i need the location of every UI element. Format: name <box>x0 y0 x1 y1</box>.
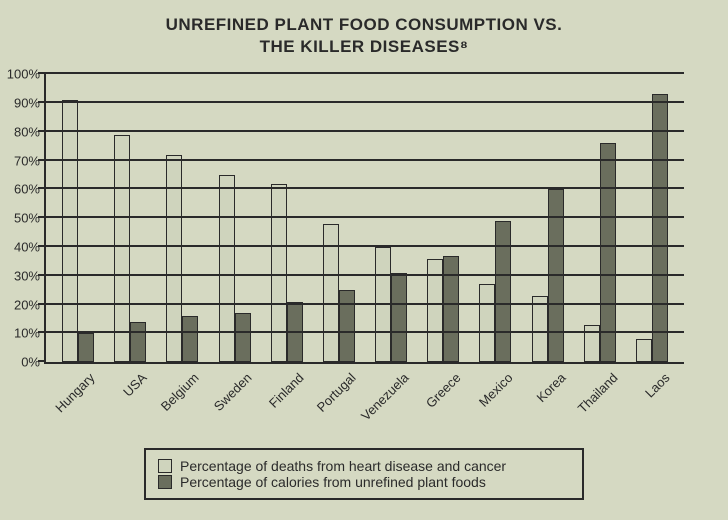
x-axis-label: Sweden <box>210 370 254 414</box>
gridline <box>46 245 684 247</box>
x-axis-label: Mexico <box>476 370 516 410</box>
bar-group <box>417 74 469 362</box>
bar <box>130 322 146 362</box>
bar-group <box>313 74 365 362</box>
bar <box>235 313 251 362</box>
x-label-slot: Venezuela <box>364 364 416 444</box>
bar-group <box>209 74 261 362</box>
bar <box>652 94 668 362</box>
chart-container: UNREFINED PLANT FOOD CONSUMPTION VS. THE… <box>0 0 728 520</box>
y-axis-label: 90% <box>14 96 46 111</box>
legend-swatch-1 <box>158 459 172 473</box>
y-axis-label: 80% <box>14 124 46 139</box>
x-axis-label: Venezuela <box>358 370 412 424</box>
legend-label-1: Percentage of deaths from heart disease … <box>180 458 506 474</box>
y-axis-label: 60% <box>14 182 46 197</box>
x-label-slot: Finland <box>259 364 311 444</box>
bar-group <box>104 74 156 362</box>
bar <box>532 296 548 362</box>
x-label-slot: Korea <box>521 364 573 444</box>
bar <box>339 290 355 362</box>
y-axis-label: 10% <box>14 326 46 341</box>
x-label-slot: Belgium <box>155 364 207 444</box>
plot-area: 0%10%20%30%40%50%60%70%80%90%100% <box>44 74 684 364</box>
bar <box>600 143 616 362</box>
legend-label-2: Percentage of calories from unrefined pl… <box>180 474 486 490</box>
gridline <box>46 101 684 103</box>
bar <box>62 100 78 362</box>
x-axis-label: Thailand <box>575 370 621 416</box>
x-label-slot: USA <box>102 364 154 444</box>
x-label-slot: Hungary <box>50 364 102 444</box>
bar <box>636 339 652 362</box>
y-axis-label: 100% <box>7 67 46 82</box>
chart-title-line1: UNREFINED PLANT FOOD CONSUMPTION VS. <box>166 15 563 34</box>
x-axis-labels: Hungary USA BelgiumSweden FinlandPortugalVe… <box>44 364 684 444</box>
x-label-slot: Laos <box>626 364 678 444</box>
gridline <box>46 187 684 189</box>
y-axis-label: 30% <box>14 268 46 283</box>
bar <box>219 175 235 362</box>
bar-group <box>156 74 208 362</box>
x-axis-label: Laos <box>642 370 673 401</box>
gridline <box>46 274 684 276</box>
y-axis-label: 70% <box>14 153 46 168</box>
gridline <box>46 130 684 132</box>
x-axis-label: Finland <box>266 370 307 411</box>
chart-title: UNREFINED PLANT FOOD CONSUMPTION VS. THE… <box>28 14 700 58</box>
legend: Percentage of deaths from heart disease … <box>144 448 584 500</box>
gridline <box>46 303 684 305</box>
x-axis-label: Belgium <box>158 370 202 414</box>
gridline <box>46 159 684 161</box>
y-axis-label: 50% <box>14 211 46 226</box>
bar <box>443 256 459 363</box>
x-label-slot: Thailand <box>573 364 625 444</box>
bar-group <box>574 74 626 362</box>
legend-swatch-2 <box>158 475 172 489</box>
y-axis-label: 0% <box>21 355 46 370</box>
bar <box>584 325 600 362</box>
bar-group <box>52 74 104 362</box>
x-axis-label: USA <box>120 370 150 400</box>
gridline <box>46 331 684 333</box>
bar-group <box>469 74 521 362</box>
legend-item-1: Percentage of deaths from heart disease … <box>158 458 570 474</box>
x-label-slot: Greece <box>416 364 468 444</box>
x-axis-label: Portugal <box>314 370 359 415</box>
gridline <box>46 216 684 218</box>
gridline <box>46 72 684 74</box>
x-label-slot: Mexico <box>469 364 521 444</box>
bar <box>182 316 198 362</box>
x-label-slot: Sweden <box>207 364 259 444</box>
bar <box>479 284 495 362</box>
y-axis-label: 20% <box>14 297 46 312</box>
bars-region <box>46 74 684 362</box>
bar-group <box>365 74 417 362</box>
bar-group <box>522 74 574 362</box>
bar <box>375 247 391 362</box>
bar <box>391 273 407 362</box>
bar-group <box>261 74 313 362</box>
x-axis-label: Greece <box>423 370 464 411</box>
y-axis-label: 40% <box>14 240 46 255</box>
x-axis-label: Hungary <box>52 370 97 415</box>
bar <box>114 135 130 363</box>
bar-group <box>626 74 678 362</box>
legend-item-2: Percentage of calories from unrefined pl… <box>158 474 570 490</box>
bar <box>78 333 94 362</box>
x-axis-label: Korea <box>533 370 568 405</box>
bar <box>495 221 511 362</box>
x-label-slot: Portugal <box>312 364 364 444</box>
chart-title-line2: THE KILLER DISEASES⁸ <box>260 37 469 56</box>
